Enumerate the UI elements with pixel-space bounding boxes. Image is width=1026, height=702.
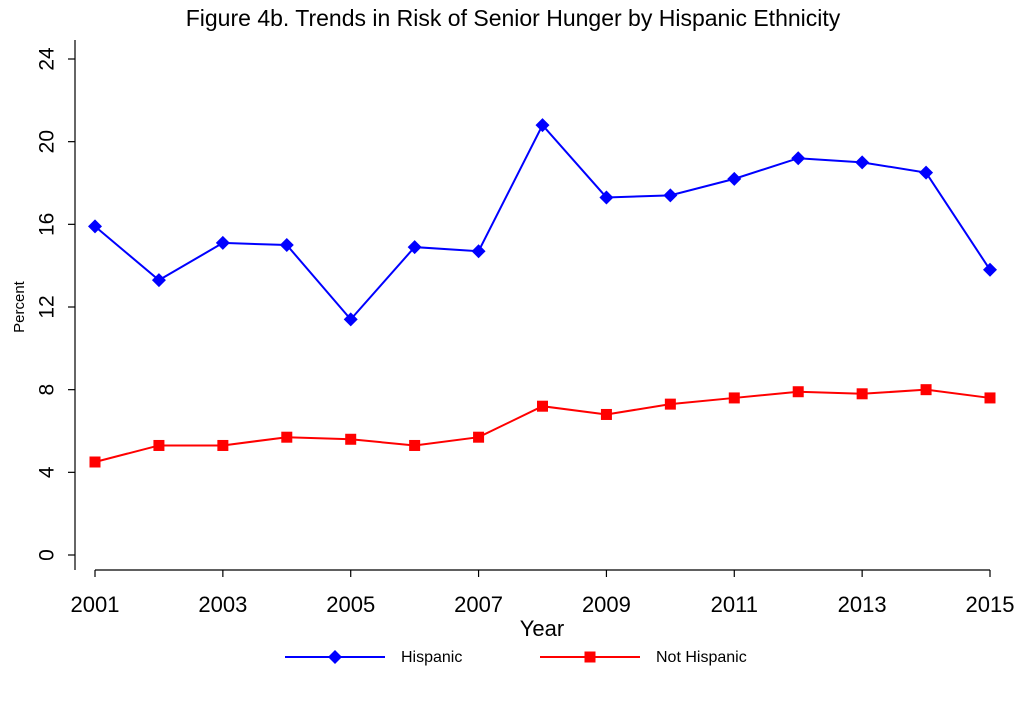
x-tick-label: 2015	[966, 592, 1015, 617]
point	[728, 392, 740, 404]
y-tick-label: 24	[36, 47, 59, 71]
legend-marker	[328, 650, 342, 664]
y-tick-label: 16	[36, 213, 59, 236]
legend-label: Not Hispanic	[656, 649, 747, 666]
point	[792, 386, 804, 398]
point	[153, 439, 165, 451]
y-tick-label: 0	[36, 549, 59, 561]
point	[919, 165, 934, 180]
legend-marker	[584, 651, 596, 663]
x-tick-label: 2011	[711, 592, 758, 617]
point	[600, 408, 612, 420]
point	[409, 439, 421, 451]
y-tick-label: 4	[36, 466, 59, 478]
x-tick-label: 2005	[326, 592, 375, 617]
point	[281, 431, 293, 443]
point	[984, 392, 996, 404]
point	[471, 244, 486, 259]
x-tick-label: 2009	[582, 592, 631, 617]
point	[89, 456, 101, 468]
point	[535, 118, 550, 133]
point	[537, 400, 548, 412]
x-tick-label: 2013	[838, 592, 887, 617]
point	[663, 188, 678, 203]
point	[345, 433, 357, 445]
chart-title: Figure 4b. Trends in Risk of Senior Hung…	[186, 5, 841, 31]
point	[151, 273, 166, 288]
y-axis-label: Percent	[11, 280, 28, 333]
point	[407, 240, 422, 255]
y-tick-label: 12	[36, 295, 59, 318]
point	[279, 238, 294, 252]
x-tick-label: 2007	[454, 592, 503, 617]
point	[343, 312, 358, 327]
series-line	[94, 123, 991, 321]
point	[856, 388, 868, 400]
point	[983, 262, 997, 277]
point	[920, 384, 932, 396]
y-tick-label: 20	[36, 130, 59, 153]
x-tick-label: 2003	[198, 592, 247, 617]
point	[473, 431, 485, 443]
point	[88, 219, 102, 234]
point	[664, 398, 676, 410]
point	[791, 151, 806, 166]
point	[599, 190, 614, 205]
series-line	[94, 388, 991, 463]
point	[215, 235, 230, 250]
x-axis-label: Year	[520, 616, 564, 641]
point	[855, 155, 870, 170]
point	[217, 439, 229, 451]
legend-label: Hispanic	[401, 649, 462, 666]
point	[727, 171, 742, 186]
x-tick-label: 2001	[71, 592, 120, 617]
y-tick-label: 8	[36, 384, 59, 396]
